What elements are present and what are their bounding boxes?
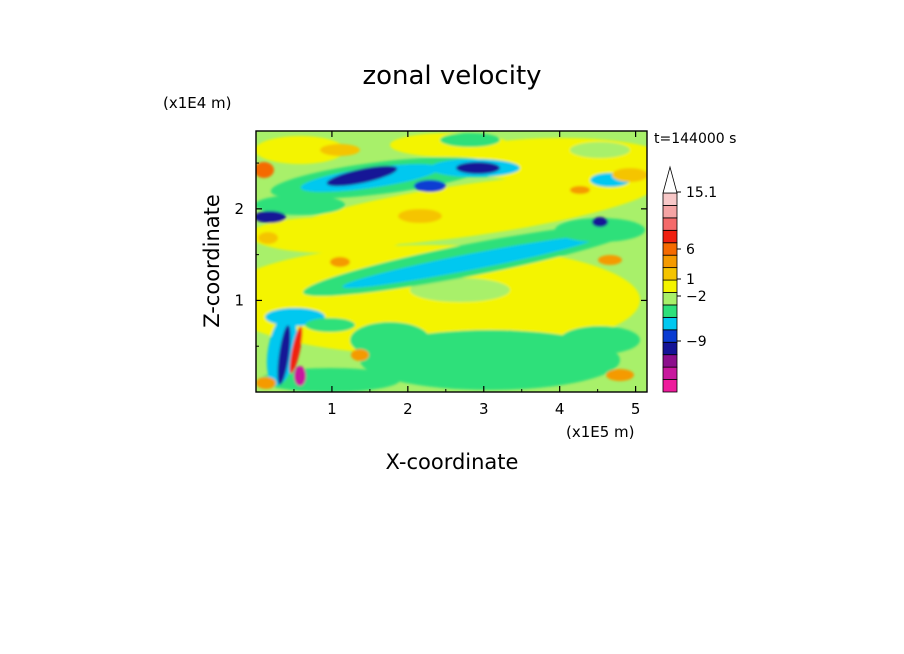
colorbar: 15.1 6 1−2 −9 [662, 165, 717, 393]
x-tick-label: 2 [403, 400, 413, 418]
field-patch [592, 217, 608, 227]
field-patch [326, 165, 398, 187]
field-patch [414, 180, 446, 192]
heatmap-field [256, 131, 647, 392]
x-tick-label: 1 [327, 400, 337, 418]
field-patch [440, 133, 500, 147]
colorbar-extend-arrow [662, 165, 678, 194]
field-patch [570, 186, 590, 194]
y-axis-ticks: 12 [234, 162, 647, 347]
colorbar-swatch [662, 304, 678, 318]
colorbar-swatch [662, 354, 678, 368]
colorbar-label: 6 [686, 242, 695, 258]
x-axis-label: X-coordinate [386, 450, 519, 474]
colorbar-swatch [662, 316, 678, 331]
field-patch [256, 217, 410, 253]
colorbar-swatch [662, 379, 678, 393]
field-patch [606, 369, 634, 381]
colorbar-label: −2 [686, 289, 707, 305]
field-patch [330, 257, 350, 267]
colorbar-swatch [662, 267, 678, 281]
field-patch [320, 144, 360, 156]
colorbar-swatch [662, 329, 678, 343]
colorbar-swatch [662, 192, 678, 206]
field-patch [570, 142, 630, 158]
colorbar-swatch [662, 217, 678, 231]
colorbar-swatch [662, 205, 678, 219]
field-patch [256, 377, 276, 389]
colorbar-label: −9 [686, 334, 707, 350]
y-tick-label: 2 [234, 200, 244, 218]
colorbar-label: 1 [686, 272, 695, 288]
x-axis-ticks: 1 2 3 4 5 [293, 131, 641, 418]
field-blobs [256, 133, 647, 392]
colorbar-swatch [662, 229, 678, 244]
colorbar-swatch [662, 242, 678, 256]
x-tick-label: 3 [479, 400, 489, 418]
colorbar-label: 15.1 [686, 185, 717, 201]
field-patch [256, 211, 286, 223]
chart-title: zonal velocity [362, 61, 541, 91]
colorbar-swatch [662, 341, 678, 356]
plot-frame [255, 130, 648, 393]
field-patch [612, 168, 647, 182]
field-patch [342, 235, 598, 289]
colorbar-swatch [662, 292, 678, 306]
field-patch [289, 326, 303, 374]
field-patch [305, 318, 355, 332]
field-patch [410, 278, 510, 302]
time-label: t=144000 s [654, 131, 736, 147]
field-patch [560, 326, 640, 354]
field-patch [598, 255, 622, 265]
field-patch [256, 162, 274, 178]
y-unit-label: (x1E4 m) [163, 94, 232, 112]
field-patch [398, 209, 442, 223]
x-unit-label: (x1E5 m) [566, 423, 635, 441]
colorbar-swatch [662, 366, 678, 380]
field-patch [256, 136, 345, 164]
x-tick-label: 4 [555, 400, 565, 418]
y-axis-label: Z-coordinate [200, 194, 224, 328]
field-patch [350, 322, 430, 358]
colorbar-swatch [662, 254, 678, 269]
field-patch [555, 218, 645, 242]
field-patch [256, 195, 345, 215]
colorbar-swatch [662, 279, 678, 293]
field-patch [456, 162, 500, 174]
field-patch [351, 349, 369, 361]
field-patch [258, 232, 278, 244]
field-patch [277, 325, 291, 385]
field-patch [294, 366, 306, 386]
y-tick-label: 1 [234, 291, 244, 309]
x-tick-label: 5 [631, 400, 641, 418]
